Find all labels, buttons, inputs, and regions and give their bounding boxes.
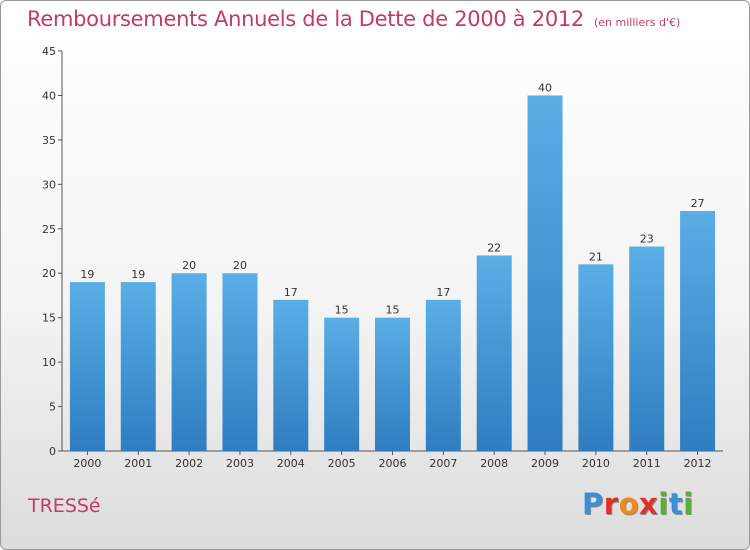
y-tick-label-20: 20	[42, 267, 56, 280]
x-tick-label-2007: 2007	[429, 457, 457, 470]
y-tick-label-30: 30	[42, 178, 56, 191]
value-label-2008: 22	[487, 241, 501, 254]
axes: 0 5 10 15 20 25 30 35 40 45 2000 2001 2002 2003 2004 20…	[42, 45, 723, 470]
x-tick-label-2004: 2004	[277, 457, 305, 470]
bar-2000	[69, 282, 105, 451]
logo-letter: i	[658, 487, 669, 521]
chart-unit-note: (en milliers d'€)	[594, 16, 681, 29]
x-tick-label-2009: 2009	[531, 457, 559, 470]
bar-2008	[476, 255, 512, 451]
chart-title: Remboursements Annuels de la Dette de 20…	[27, 7, 584, 31]
x-tick-label-2005: 2005	[328, 457, 356, 470]
logo-letter: r	[603, 487, 619, 521]
commune-name: TRESSé	[28, 495, 101, 517]
bar-2002	[171, 273, 207, 451]
bar-2005	[324, 317, 360, 451]
bars: 19 19 20 20 17 15 15 17 22 40 21 23 27	[69, 81, 716, 451]
bar-2004	[273, 299, 309, 451]
value-label-2012: 27	[691, 197, 705, 210]
y-tick-label-15: 15	[42, 312, 56, 325]
y-tick-label-45: 45	[42, 45, 56, 58]
value-label-2009: 40	[538, 81, 552, 94]
x-tick-label-2008: 2008	[480, 457, 508, 470]
bar-2011	[629, 246, 665, 451]
bar-2003	[222, 273, 258, 451]
value-label-2005: 15	[335, 304, 349, 317]
y-tick-label-0: 0	[49, 445, 56, 458]
x-tick-label-2012: 2012	[684, 457, 712, 470]
y-tick-label-5: 5	[49, 401, 56, 414]
bar-2012	[680, 211, 716, 451]
x-tick-label-2006: 2006	[379, 457, 407, 470]
value-label-2000: 19	[80, 268, 94, 281]
bar-2006	[375, 317, 410, 451]
x-tick-label-2001: 2001	[124, 457, 152, 470]
logo-letter: P	[582, 487, 604, 521]
bar-2010	[578, 264, 614, 451]
x-tick-label-2011: 2011	[633, 457, 661, 470]
x-tick-label-2010: 2010	[582, 457, 610, 470]
logo-letter: t	[668, 487, 684, 521]
value-label-2011: 23	[640, 233, 654, 246]
x-tick-label-2003: 2003	[226, 457, 254, 470]
logo-letter: i	[683, 487, 694, 521]
bar-2007	[425, 299, 461, 451]
value-label-2003: 20	[233, 259, 247, 272]
logo-letter: o	[618, 487, 640, 521]
value-label-2007: 17	[436, 286, 450, 299]
value-label-2010: 21	[589, 250, 603, 263]
x-tick-label-2000: 2000	[73, 457, 101, 470]
title-line: Remboursements Annuels de la Dette de 20…	[27, 7, 680, 31]
value-label-2001: 19	[131, 268, 145, 281]
proxiti-logo: Proxiti	[582, 487, 694, 521]
x-tick-label-2002: 2002	[175, 457, 203, 470]
y-tick-label-35: 35	[42, 134, 56, 147]
y-tick-label-10: 10	[42, 356, 56, 369]
y-tick-label-25: 25	[42, 223, 56, 236]
value-label-2006: 15	[386, 304, 400, 317]
logo-letter: x	[639, 487, 659, 521]
bar-2001	[120, 282, 156, 451]
value-label-2004: 17	[284, 286, 298, 299]
value-label-2002: 20	[182, 259, 196, 272]
y-tick-label-40: 40	[42, 89, 56, 102]
bar-2009	[527, 95, 563, 451]
